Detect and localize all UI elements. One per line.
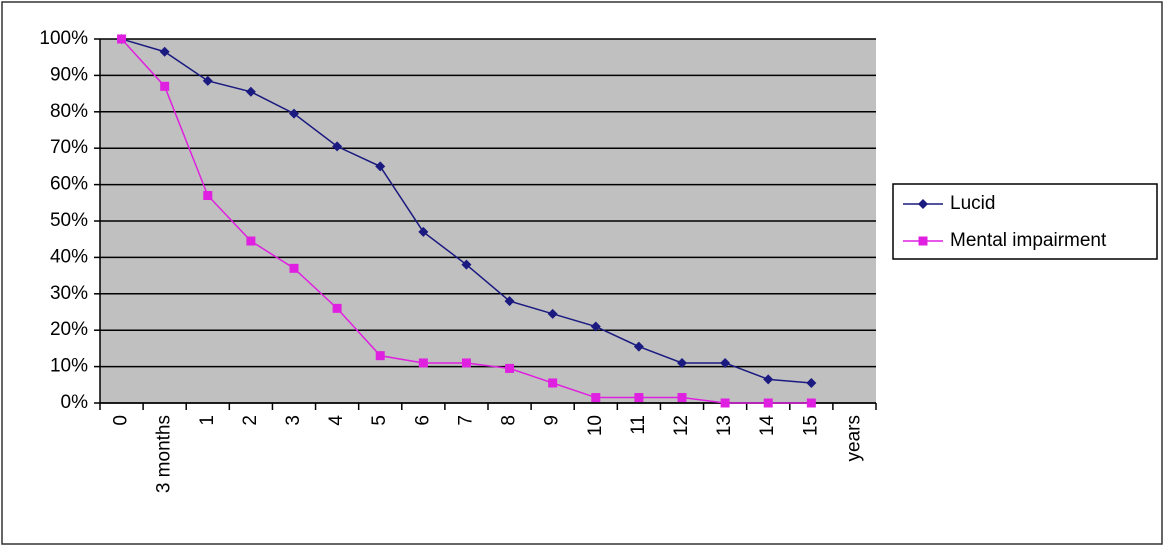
data-point [548,378,558,388]
data-point [763,398,773,408]
x-tick-label: 9 [542,415,563,426]
data-point [461,358,471,368]
data-point [677,357,687,368]
data-point [591,393,601,403]
x-tick-label: 12 [671,415,692,436]
data-point [633,341,644,352]
y-tick-label: 10% [50,356,88,377]
data-point [504,296,515,307]
y-tick-label: 50% [50,210,88,231]
data-point [246,236,256,246]
data-point [117,34,127,44]
data-point [547,308,558,319]
data-point [245,86,256,97]
legend-label: Mental impairment [950,230,1107,251]
data-point [461,259,472,270]
x-tick-label: 3 months [154,415,175,493]
x-tick-label: 6 [412,415,433,426]
x-tick-label: 11 [628,415,649,435]
x-tick-label: 4 [326,415,347,426]
data-point [418,358,428,368]
x-tick-label: 15 [800,415,821,436]
y-tick-label: 40% [50,246,88,267]
legend-label: Lucid [950,193,995,214]
data-point [332,141,343,152]
x-tick-label: 8 [499,415,520,426]
y-tick-label: 70% [50,137,88,158]
data-point [806,377,817,388]
legend-marker [918,199,928,209]
data-point [375,351,385,361]
data-point [375,161,386,172]
data-point [634,393,644,403]
data-point [289,108,299,119]
data-point [159,46,170,57]
legend-marker [918,236,928,246]
x-tick-label: 13 [714,415,735,436]
data-point [203,191,213,201]
x-tick-label: 2 [240,415,261,426]
y-tick-label: 20% [50,319,88,340]
y-tick-label: 100% [39,28,88,49]
x-tick-label: 3 [283,415,304,426]
data-point [289,263,299,273]
y-tick-label: 80% [50,101,88,122]
data-point [677,393,687,403]
x-tick-label: 14 [757,415,778,437]
data-point [505,363,515,373]
x-tick-label: 1 [197,415,218,426]
x-tick-label: 10 [585,415,606,436]
x-tick-label: 0 [111,415,132,426]
data-point [806,398,816,408]
data-point [720,357,731,368]
data-point [763,374,774,385]
y-tick-label: 0% [61,392,89,413]
data-point [202,75,213,86]
data-point [590,321,601,332]
x-tick-label: 7 [455,415,476,426]
legend-box [892,183,1158,260]
x-tick-label: years [843,415,864,461]
y-tick-label: 90% [50,64,88,85]
x-tick-label: 5 [369,415,390,426]
data-point [160,81,170,91]
y-tick-label: 60% [50,174,88,195]
y-tick-label: 30% [50,283,88,304]
data-point [418,226,429,237]
data-point [332,303,342,313]
data-point [720,398,730,408]
